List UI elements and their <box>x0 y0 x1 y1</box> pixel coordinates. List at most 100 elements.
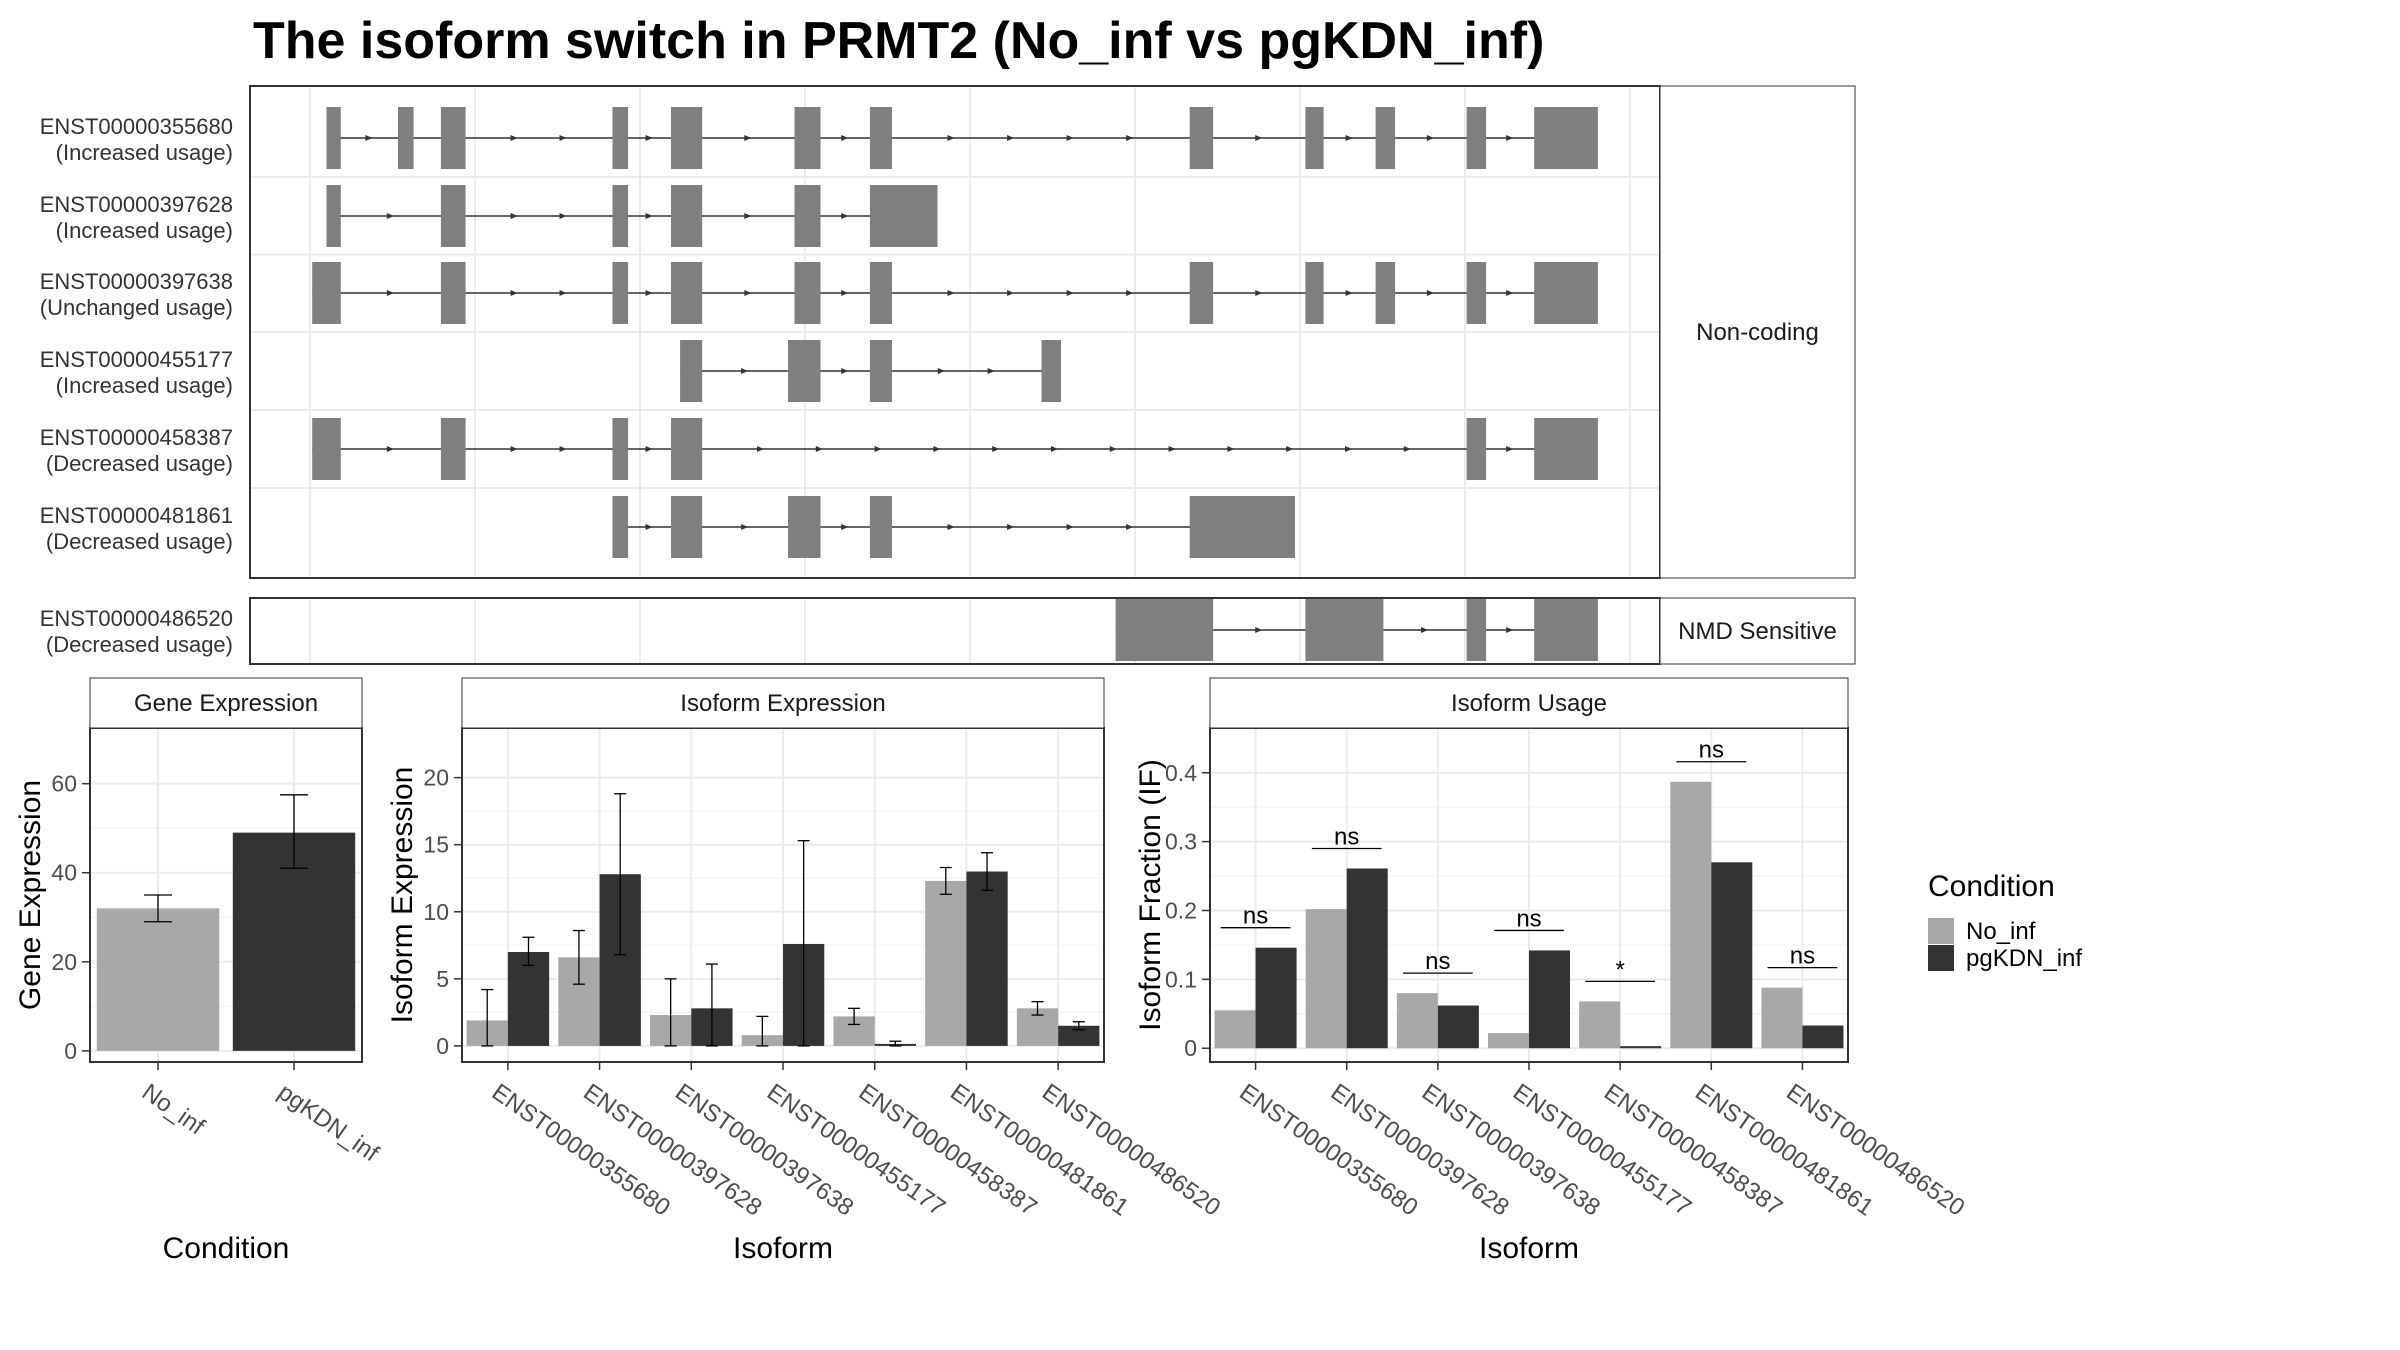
exon <box>671 418 703 480</box>
exon <box>671 185 703 247</box>
intron-arrow <box>645 524 653 530</box>
legend-title: Condition <box>1928 870 2055 903</box>
intron-arrow <box>1506 135 1514 141</box>
exon <box>1466 599 1487 661</box>
intron-arrow <box>744 135 752 141</box>
y-tick-label: 15 <box>423 832 449 858</box>
y-tick-label: 5 <box>436 966 449 992</box>
exon <box>1534 599 1598 661</box>
significance-label: ns <box>1334 823 1359 850</box>
intron-arrow <box>559 213 567 219</box>
exon <box>612 496 629 558</box>
exon <box>440 418 466 480</box>
x-axis-title: Condition <box>163 1232 290 1265</box>
intron-arrow <box>1007 135 1015 141</box>
exon <box>1466 262 1487 324</box>
facet-strip <box>1659 85 1856 579</box>
y-axis-title: Gene Expression <box>14 780 47 1010</box>
exon <box>794 262 821 324</box>
bar-No_inf <box>1396 993 1438 1049</box>
intron-arrow <box>645 290 653 296</box>
intron-arrow <box>386 290 394 296</box>
exon <box>788 340 821 402</box>
intron-arrow <box>1007 290 1015 296</box>
isoform-label: ENST00000486520 <box>40 606 233 631</box>
bar-pgKDN_inf <box>1437 1005 1479 1049</box>
exon <box>1115 599 1214 661</box>
intron-arrow <box>365 135 373 141</box>
bar-No_inf <box>1670 781 1712 1049</box>
intron-arrow <box>1126 290 1134 296</box>
isoform-usage-label: (Decreased usage) <box>46 451 233 476</box>
exon <box>1534 262 1598 324</box>
intron-arrow <box>1126 524 1134 530</box>
intron-arrow <box>744 213 752 219</box>
intron-arrow <box>874 446 882 452</box>
isoform-usage-label: (Decreased usage) <box>46 632 233 657</box>
intron-arrow <box>559 446 567 452</box>
bar-pgKDN_inf <box>1058 1025 1100 1046</box>
exon <box>1534 418 1598 480</box>
exon <box>869 496 892 558</box>
isoform-label: ENST00000397628 <box>40 192 233 217</box>
intron-arrow <box>1426 135 1434 141</box>
intron-arrow <box>744 290 752 296</box>
intron-arrow <box>1506 627 1514 633</box>
significance-label: ns <box>1516 905 1541 932</box>
bar-pgKDN_inf <box>966 871 1008 1046</box>
bar-pgKDN_inf <box>1346 868 1388 1049</box>
facet-strip <box>1659 597 1856 665</box>
exon <box>326 185 341 247</box>
exon <box>1305 599 1384 661</box>
bar-pgKDN_inf <box>1529 950 1571 1049</box>
exon <box>312 418 341 480</box>
exon <box>1189 107 1214 169</box>
intron-arrow <box>1345 290 1353 296</box>
isoform-usage-label: (Unchanged usage) <box>40 295 233 320</box>
y-tick-label: 20 <box>423 765 449 791</box>
facet-strip <box>461 677 1105 729</box>
exon <box>869 262 892 324</box>
intron-arrow <box>741 524 749 530</box>
intron-arrow <box>933 446 941 452</box>
isoform-label: ENST00000397638 <box>40 269 233 294</box>
intron-arrow <box>510 290 518 296</box>
exon <box>612 185 629 247</box>
x-tick-label: No_inf <box>137 1079 210 1141</box>
chart-panel-0: Gene Expression 0 20 40 60 No_inf pgKDN_inf Con… <box>14 677 384 1265</box>
y-tick-label: 60 <box>51 771 77 797</box>
isoform-label: ENST00000455177 <box>40 347 233 372</box>
exon <box>680 340 703 402</box>
exon <box>612 418 629 480</box>
exon <box>326 107 341 169</box>
bar-No_inf <box>1487 1033 1529 1049</box>
bar-chart-panels: Gene Expression 0 20 40 60 No_inf pgKDN_inf Con… <box>14 677 1970 1265</box>
y-tick-label: 0 <box>436 1033 449 1059</box>
isoform-label: ENST00000355680 <box>40 114 233 139</box>
bar-pgKDN_inf <box>1711 862 1753 1049</box>
intron-arrow <box>947 135 955 141</box>
intron-arrow <box>757 446 764 452</box>
intron-arrow <box>815 446 823 452</box>
intron-arrow <box>1403 446 1411 452</box>
intron-arrow <box>987 368 995 374</box>
intron-arrow <box>1126 135 1134 141</box>
facet-strip <box>89 677 363 729</box>
x-axis-title: Isoform <box>733 1232 833 1265</box>
panel-title: Gene Expression <box>134 690 318 717</box>
exon <box>312 262 341 324</box>
intron-arrow <box>841 213 849 219</box>
intron-arrow <box>1426 290 1434 296</box>
bar-No_inf <box>1579 1001 1621 1049</box>
exon <box>794 107 821 169</box>
intron-arrow <box>741 368 749 374</box>
y-axis-title: Isoform Fraction (IF) <box>1134 759 1167 1031</box>
intron-arrow <box>1066 290 1074 296</box>
intron-arrow <box>1168 446 1176 452</box>
isoform-usage-label: (Increased usage) <box>56 373 233 398</box>
significance-label: * <box>1615 956 1624 983</box>
exon <box>671 262 703 324</box>
